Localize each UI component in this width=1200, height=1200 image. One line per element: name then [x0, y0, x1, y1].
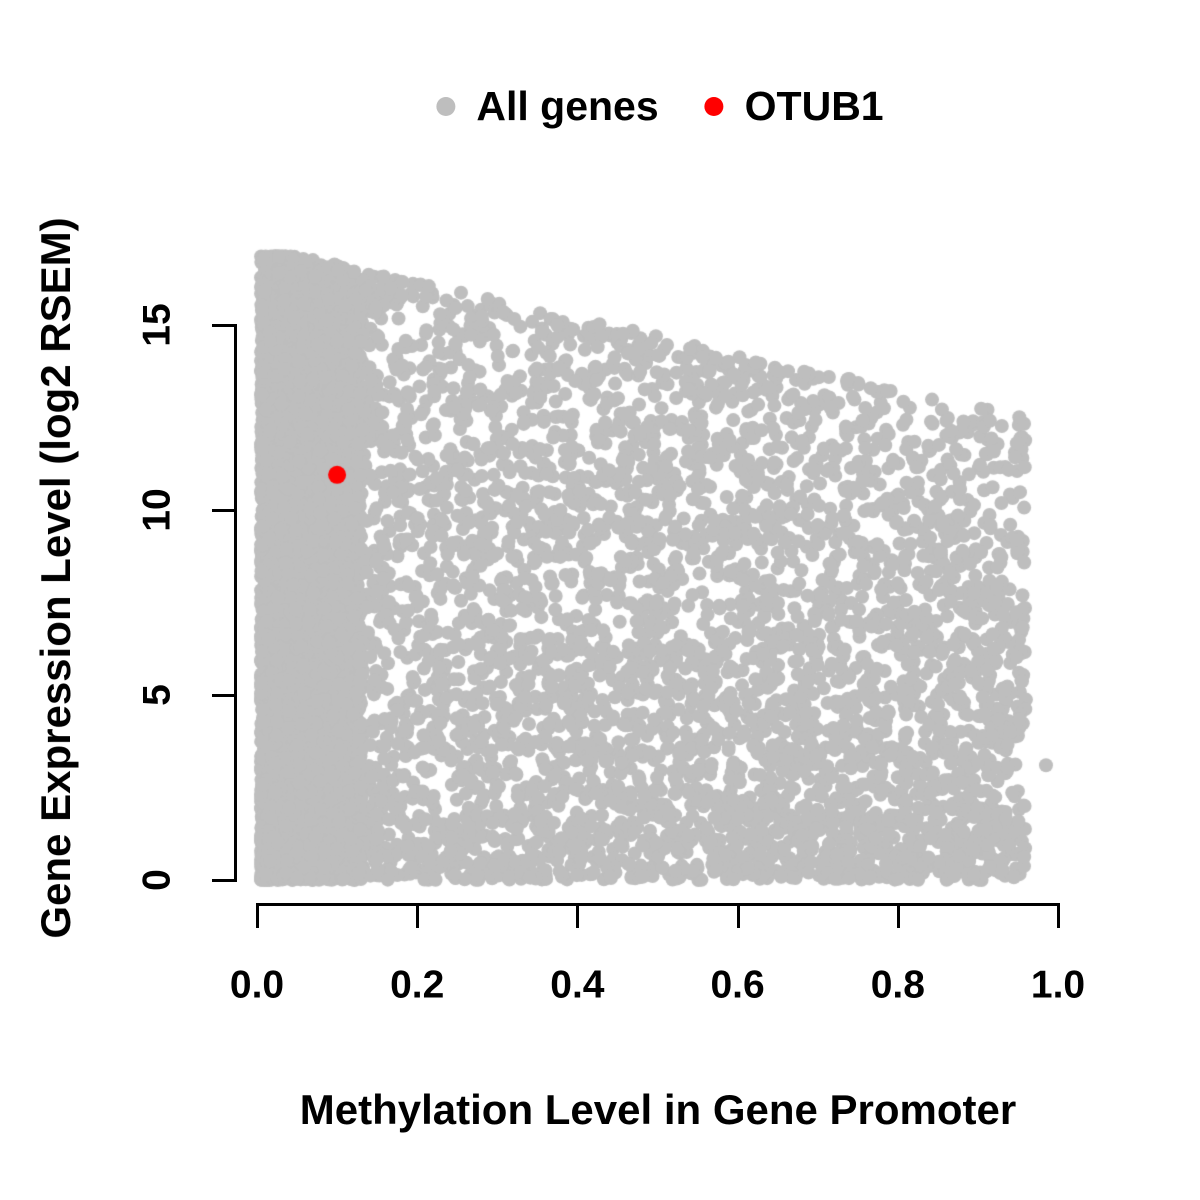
legend-label-all-genes: All genes	[476, 83, 659, 129]
y-tick-label: 0	[135, 869, 179, 891]
y-axis-title: Gene Expression Level (log2 RSEM)	[32, 217, 79, 939]
y-tick-mark	[212, 509, 235, 512]
legend-label-otub1: OTUB1	[744, 83, 884, 129]
x-tick-mark	[736, 905, 740, 928]
x-tick-label: 0.8	[870, 963, 925, 1007]
legend-item-all-genes: All genes	[436, 83, 659, 129]
otub1-marker-icon	[704, 97, 724, 116]
y-tick-label: 5	[135, 684, 179, 706]
x-tick-mark	[256, 905, 259, 928]
y-tick-mark	[212, 879, 235, 882]
x-tick-label: 0.4	[550, 963, 605, 1007]
x-tick-mark	[416, 905, 420, 928]
x-axis-line	[256, 903, 1060, 906]
y-tick-mark	[212, 694, 235, 697]
y-tick-mark	[212, 324, 235, 327]
y-tick-label: 15	[135, 303, 179, 347]
y-axis-line	[234, 324, 237, 882]
legend-item-otub1: OTUB1	[704, 83, 884, 129]
x-tick-mark	[1057, 905, 1060, 928]
all-genes-marker-icon	[436, 97, 456, 116]
legend: All genes OTUB1	[436, 83, 884, 129]
x-tick-mark	[576, 905, 580, 928]
x-axis-title: Methylation Level in Gene Promoter	[299, 1086, 1017, 1133]
x-tick-label: 1.0	[1030, 963, 1086, 1007]
x-tick-label: 0.0	[229, 963, 285, 1007]
x-tick-mark	[896, 905, 900, 928]
x-tick-label: 0.6	[710, 963, 765, 1007]
x-tick-label: 0.2	[390, 963, 445, 1007]
y-tick-label: 10	[135, 488, 179, 532]
